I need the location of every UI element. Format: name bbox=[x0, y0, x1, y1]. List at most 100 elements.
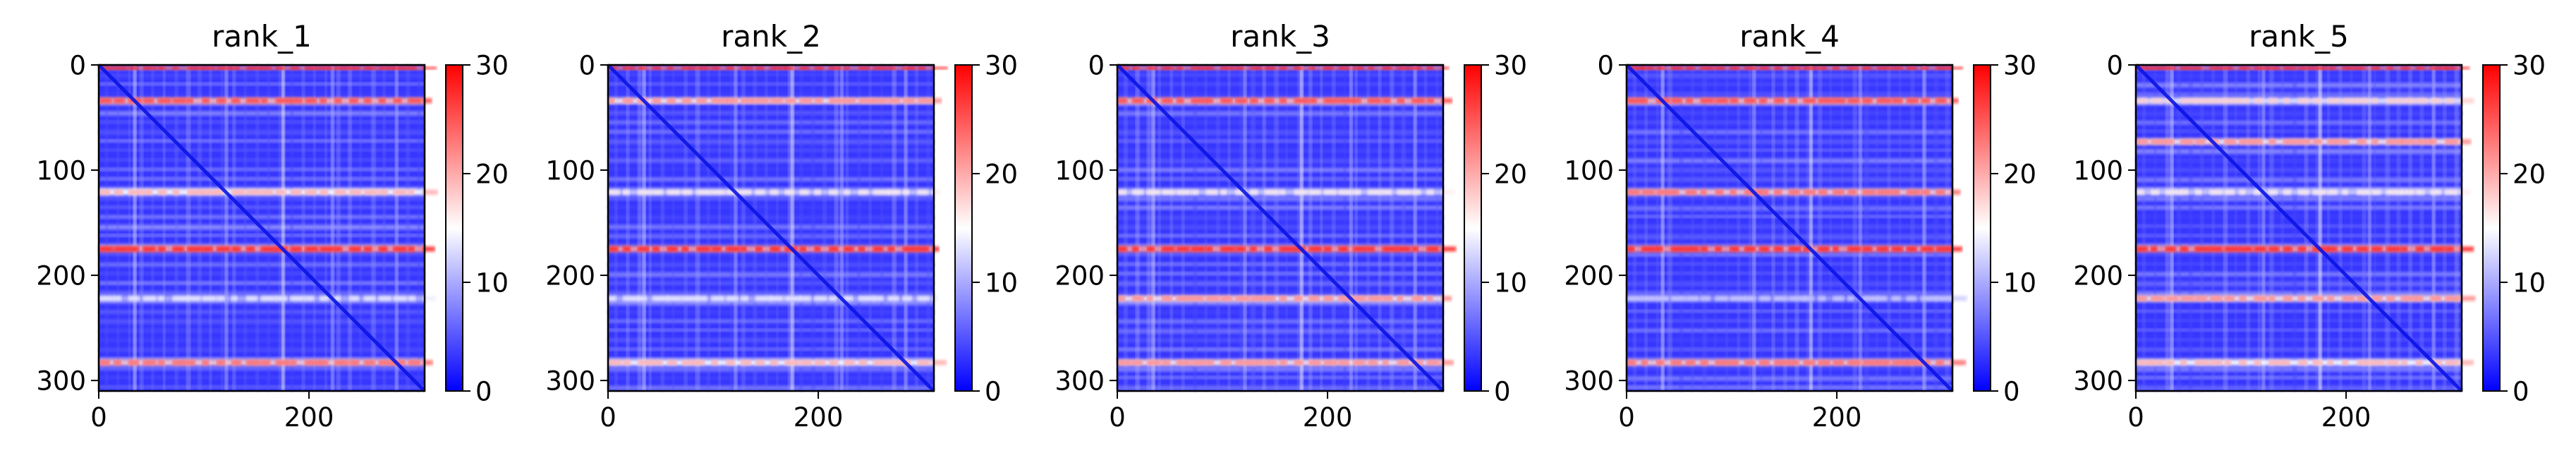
heatmap-band-segment bbox=[408, 66, 417, 69]
heatmap-stripe bbox=[104, 65, 109, 391]
heatmap-stripe bbox=[99, 282, 425, 285]
heatmap-band-segment bbox=[2400, 246, 2408, 252]
heatmap-band-segment bbox=[1773, 98, 1785, 104]
heatmap-band-segment bbox=[2136, 360, 2153, 366]
heatmap-band-segment bbox=[2268, 98, 2278, 104]
heatmap-band-segment bbox=[932, 189, 941, 195]
heatmap-band-segment bbox=[1176, 246, 1191, 252]
heatmap-stripe bbox=[1117, 272, 1443, 275]
heatmap-stripe bbox=[313, 65, 316, 391]
heatmap-band-segment bbox=[2150, 139, 2167, 145]
heatmap-band-segment bbox=[1818, 98, 1834, 104]
heatmap-band-segment bbox=[755, 360, 765, 366]
heatmap-stripe bbox=[2141, 65, 2146, 391]
heatmap-band-segment bbox=[1715, 246, 1723, 252]
heatmap-stripe bbox=[1627, 111, 1952, 115]
heatmap-band-segment bbox=[1788, 189, 1801, 195]
heatmap-stripe bbox=[2136, 376, 2462, 379]
heatmap-band-segment bbox=[1411, 246, 1418, 252]
heatmap-band-segment bbox=[260, 360, 271, 366]
heatmap-band-segment bbox=[260, 98, 268, 104]
heatmap-stripe bbox=[2136, 168, 2462, 172]
heatmap-band-segment bbox=[1426, 98, 1435, 104]
heatmap-stripe bbox=[1343, 65, 1347, 391]
heatmap-band-segment bbox=[1833, 246, 1840, 252]
heatmap-band-segment bbox=[681, 189, 693, 195]
heatmap-band-segment bbox=[1426, 246, 1439, 252]
heatmap-band-segment bbox=[245, 189, 262, 195]
heatmap-band-segment bbox=[1117, 360, 1133, 366]
heatmap-band-segment bbox=[216, 189, 224, 195]
heatmap-stripe bbox=[1783, 65, 1787, 391]
colorbar-tick-label: 10 bbox=[475, 267, 509, 298]
heatmap-band-segment bbox=[1367, 189, 1383, 195]
heatmap-band-segment bbox=[2415, 296, 2424, 301]
heatmap-stripe bbox=[2136, 263, 2462, 265]
heatmap-band-segment bbox=[1715, 296, 1729, 301]
plot-frame bbox=[1625, 64, 1954, 392]
heatmap-stripe bbox=[1117, 253, 1443, 256]
heatmap-band-segment bbox=[1876, 189, 1892, 195]
heatmap-band-segment bbox=[1220, 98, 1233, 104]
heatmap-band-segment bbox=[1205, 296, 1220, 301]
heatmap-stripe bbox=[1627, 234, 1952, 239]
heatmap-stripe bbox=[359, 65, 363, 391]
colorbar bbox=[1464, 65, 1481, 391]
heatmap-band-segment bbox=[231, 189, 246, 195]
heatmap-band-segment bbox=[1861, 66, 1872, 69]
heatmap-band-segment bbox=[1788, 296, 1806, 301]
heatmap-stripe bbox=[1117, 243, 1443, 247]
heatmap-band-segment bbox=[2136, 189, 2145, 195]
heatmap-band-segment bbox=[799, 189, 810, 195]
heatmap-band-segment bbox=[187, 296, 201, 301]
heatmap-stripe bbox=[99, 272, 425, 275]
heatmap-band-segment bbox=[2327, 66, 2336, 69]
heatmap-stripe bbox=[1627, 73, 1952, 78]
heatmap-band-segment bbox=[652, 189, 664, 195]
heatmap-stripe bbox=[608, 158, 934, 163]
heatmap-band-segment bbox=[290, 246, 302, 252]
heatmap-band-segment bbox=[2297, 139, 2311, 145]
heatmap-stripe bbox=[1667, 65, 1672, 391]
heatmap-stripe bbox=[2246, 65, 2251, 391]
heatmap-diagonal bbox=[2134, 64, 2463, 392]
heatmap-stripe bbox=[1898, 65, 1902, 391]
heatmap-band-segment bbox=[711, 189, 726, 195]
heatmap-stripe bbox=[810, 65, 815, 391]
heatmap-band-segment bbox=[1891, 98, 1903, 104]
heatmap-stripe bbox=[2350, 65, 2353, 391]
heatmap-stripe bbox=[99, 215, 425, 219]
heatmap-band-segment bbox=[681, 98, 692, 104]
heatmap-band-segment bbox=[2460, 296, 2476, 301]
heatmap-stripe bbox=[2136, 177, 2462, 183]
heatmap-band-segment bbox=[260, 246, 277, 252]
colorbar-tick-label: 30 bbox=[2513, 50, 2546, 80]
heatmap-band-segment bbox=[2356, 98, 2370, 104]
heatmap-band-segment bbox=[1367, 296, 1383, 301]
heatmap-band-segment bbox=[1117, 98, 1128, 104]
heatmap-band-segment bbox=[187, 189, 204, 195]
heatmap-band-segment bbox=[799, 296, 811, 301]
heatmap-band-segment bbox=[843, 246, 854, 252]
heatmap-stripe bbox=[2257, 65, 2261, 391]
heatmap-stripe bbox=[1169, 65, 1173, 391]
heatmap-band-segment bbox=[902, 246, 918, 252]
heatmap-band-segment bbox=[2430, 66, 2447, 69]
heatmap-stripe bbox=[2235, 65, 2237, 391]
heatmap-band-segment bbox=[2415, 360, 2424, 366]
heatmap-stripe bbox=[608, 329, 934, 332]
heatmap-band-segment bbox=[363, 66, 377, 69]
heatmap-band-segment bbox=[608, 296, 616, 301]
heatmap-band-segment bbox=[725, 296, 739, 301]
heatmap-stripe bbox=[684, 65, 688, 391]
colorbar-tick-label: 0 bbox=[985, 376, 1002, 407]
heatmap-band-segment bbox=[608, 246, 619, 252]
heatmap-band-segment bbox=[843, 360, 856, 366]
heatmap-stripe bbox=[868, 65, 872, 391]
heatmap-band-segment bbox=[2445, 246, 2454, 252]
heatmap-band-segment bbox=[1715, 98, 1729, 104]
heatmap-band-segment bbox=[858, 98, 875, 104]
heatmap-band-segment bbox=[319, 98, 327, 104]
heatmap-band-segment bbox=[305, 66, 320, 69]
heatmap-column bbox=[1809, 65, 1813, 391]
